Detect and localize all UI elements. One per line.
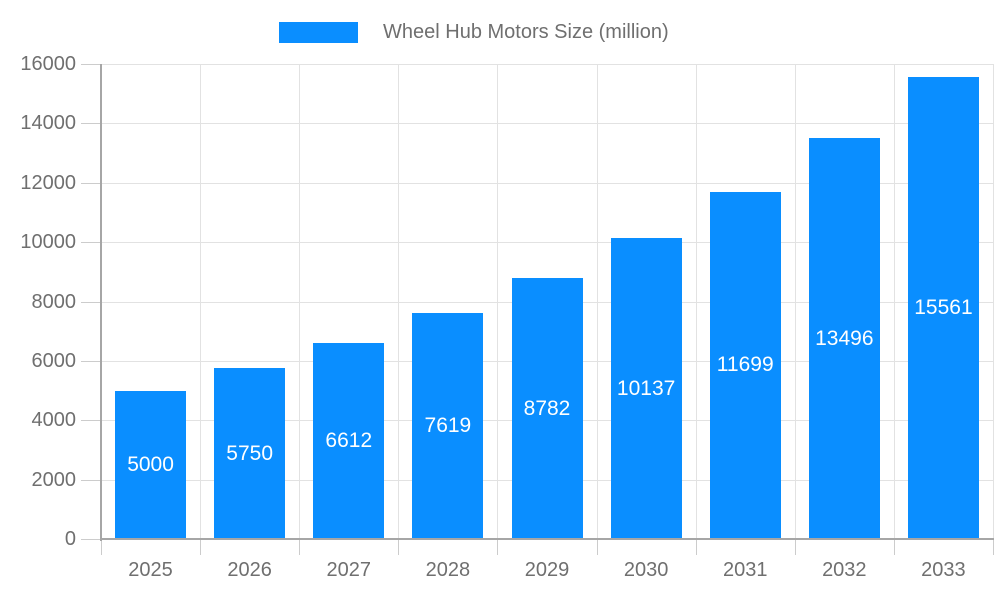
x-axis-label-2026: 2026 <box>227 559 272 581</box>
y-axis-label: 16000 <box>20 53 76 75</box>
x-axis-tick <box>695 539 697 555</box>
bar-value-label: 11699 <box>716 353 774 377</box>
y-axis-label: 6000 <box>31 349 77 372</box>
x-axis-tick <box>993 539 994 555</box>
y-axis-label: 2000 <box>31 468 77 491</box>
y-axis-tick <box>81 182 101 184</box>
v-gridline <box>596 64 598 539</box>
x-axis-label-2025: 2025 <box>128 559 173 581</box>
legend-swatch-icon <box>279 22 358 43</box>
y-axis-tick <box>81 539 101 540</box>
plot-area: 5000 5750 6612 7619 8782 10137 11699 13496 15561 <box>101 64 994 539</box>
x-axis-tick <box>299 539 301 555</box>
bar-value-label: 7619 <box>424 413 472 437</box>
y-axis-tick <box>81 242 101 244</box>
bar-2027[interactable]: 6612 <box>313 342 385 539</box>
legend[interactable]: Wheel Hub Motors Size (million) <box>279 22 669 43</box>
h-gridline <box>101 242 993 244</box>
y-axis-line <box>100 64 102 541</box>
h-gridline <box>101 64 993 65</box>
bar-value-label: 5000 <box>127 452 174 476</box>
bar-2031[interactable]: 11699 <box>709 191 781 539</box>
bar-value-label: 13496 <box>815 326 874 350</box>
y-axis-label: 8000 <box>31 290 77 313</box>
legend-label: Wheel Hub Motors Size (million) <box>383 21 669 43</box>
y-axis-label: 4000 <box>31 409 77 432</box>
y-axis-tick <box>81 64 101 65</box>
v-gridline <box>398 64 400 539</box>
x-axis-tick <box>398 539 400 555</box>
v-gridline <box>200 64 202 539</box>
x-axis-label-2027: 2027 <box>326 559 372 581</box>
bar-2028[interactable]: 7619 <box>412 312 484 539</box>
x-axis-tick <box>596 539 598 555</box>
h-gridline <box>101 123 993 125</box>
x-axis-tick <box>497 539 499 555</box>
y-axis-tick <box>81 420 101 422</box>
x-axis-label-2029: 2029 <box>524 559 570 581</box>
bar-2025[interactable]: 5000 <box>115 390 187 539</box>
y-axis-tick <box>81 479 101 481</box>
y-axis-tick <box>81 301 101 303</box>
bar-2033[interactable]: 15561 <box>907 77 979 539</box>
v-gridline <box>993 64 994 539</box>
v-gridline <box>497 64 499 539</box>
bar-value-label: 5750 <box>226 441 274 465</box>
v-gridline <box>695 64 697 539</box>
x-axis-label-2031: 2031 <box>722 559 768 581</box>
y-axis-label: 14000 <box>20 112 76 135</box>
bar-2026[interactable]: 5750 <box>214 368 286 539</box>
x-axis-label-2028: 2028 <box>425 559 471 581</box>
bar-2029[interactable]: 8782 <box>511 278 583 539</box>
v-gridline <box>893 64 895 539</box>
x-axis-tick <box>794 539 796 555</box>
bar-value-label: 8782 <box>523 396 571 420</box>
x-axis-tick <box>893 539 895 555</box>
x-axis-tick <box>200 539 202 555</box>
x-axis-label-2032: 2032 <box>822 559 867 581</box>
y-axis-tick <box>81 360 101 362</box>
y-axis-label: 10000 <box>20 231 76 254</box>
h-gridline <box>101 182 993 184</box>
v-gridline <box>794 64 796 539</box>
y-axis-label: 0 <box>64 528 76 550</box>
y-axis-tick <box>81 123 101 125</box>
x-axis-label-2033: 2033 <box>921 559 966 581</box>
bar-value-label: 10137 <box>616 376 676 400</box>
x-axis-tick <box>101 539 102 555</box>
x-axis-label-2030: 2030 <box>623 559 669 581</box>
v-gridline <box>299 64 301 539</box>
bar-2032[interactable]: 13496 <box>808 138 880 539</box>
bar-value-label: 15561 <box>914 296 973 319</box>
bar-2030[interactable]: 10137 <box>610 238 682 539</box>
x-axis-line <box>100 538 994 540</box>
bar-value-label: 6612 <box>325 428 373 452</box>
y-axis-label: 12000 <box>20 171 76 194</box>
